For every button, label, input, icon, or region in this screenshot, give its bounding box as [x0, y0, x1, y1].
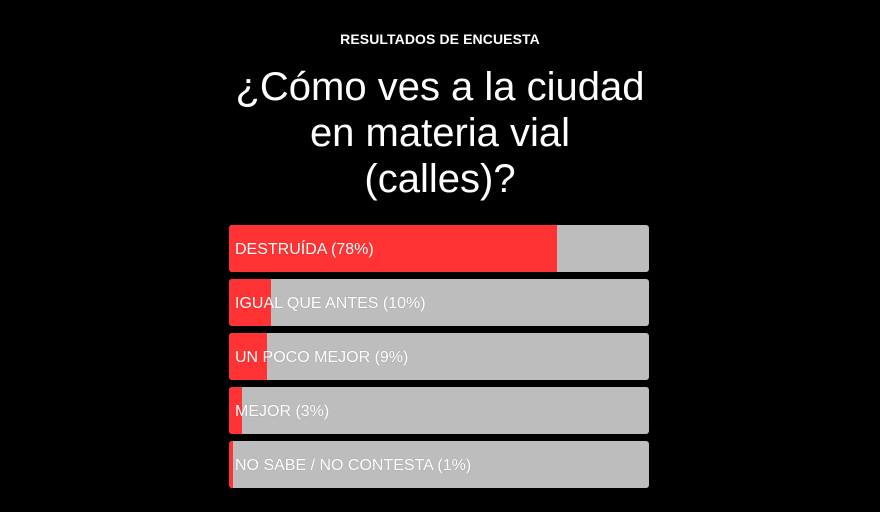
poll-option-igual-que-antes[interactable]: IGUAL QUE ANTES (10%): [229, 279, 649, 326]
poll-option-fill: [229, 387, 242, 434]
poll-option-fill: [229, 279, 271, 326]
poll-question-line: (calles)?: [364, 157, 516, 201]
poll-question-line: ¿Cómo ves a la ciudad: [235, 65, 645, 109]
poll-kicker: RESULTADOS DE ENCUESTA: [340, 31, 540, 47]
poll-option-un-poco-mejor[interactable]: UN POCO MEJOR (9%): [229, 333, 649, 380]
poll-option-label: NO SABE / NO CONTESTA (1%): [235, 457, 472, 474]
poll-option-fill: [229, 441, 234, 488]
poll-options: DESTRUÍDA (78%) IGUAL QUE ANTES (10%) UN…: [229, 225, 649, 495]
poll-option-label: IGUAL QUE ANTES (10%): [235, 295, 426, 312]
poll-option-fill: [229, 333, 267, 380]
poll-question-line: en materia vial: [309, 111, 571, 155]
poll-option-label: UN POCO MEJOR (9%): [235, 349, 409, 366]
poll-option-label: MEJOR (3%): [235, 403, 330, 420]
poll-option-no-sabe[interactable]: NO SABE / NO CONTESTA (1%): [229, 441, 649, 488]
poll-option-label: DESTRUÍDA (78%): [235, 241, 374, 258]
poll-question: ¿Cómo ves a la ciudad en materia vial (c…: [190, 64, 690, 202]
poll-option-fill: [229, 225, 557, 272]
poll-option-destruida[interactable]: DESTRUÍDA (78%): [229, 225, 649, 272]
poll-option-mejor[interactable]: MEJOR (3%): [229, 387, 649, 434]
